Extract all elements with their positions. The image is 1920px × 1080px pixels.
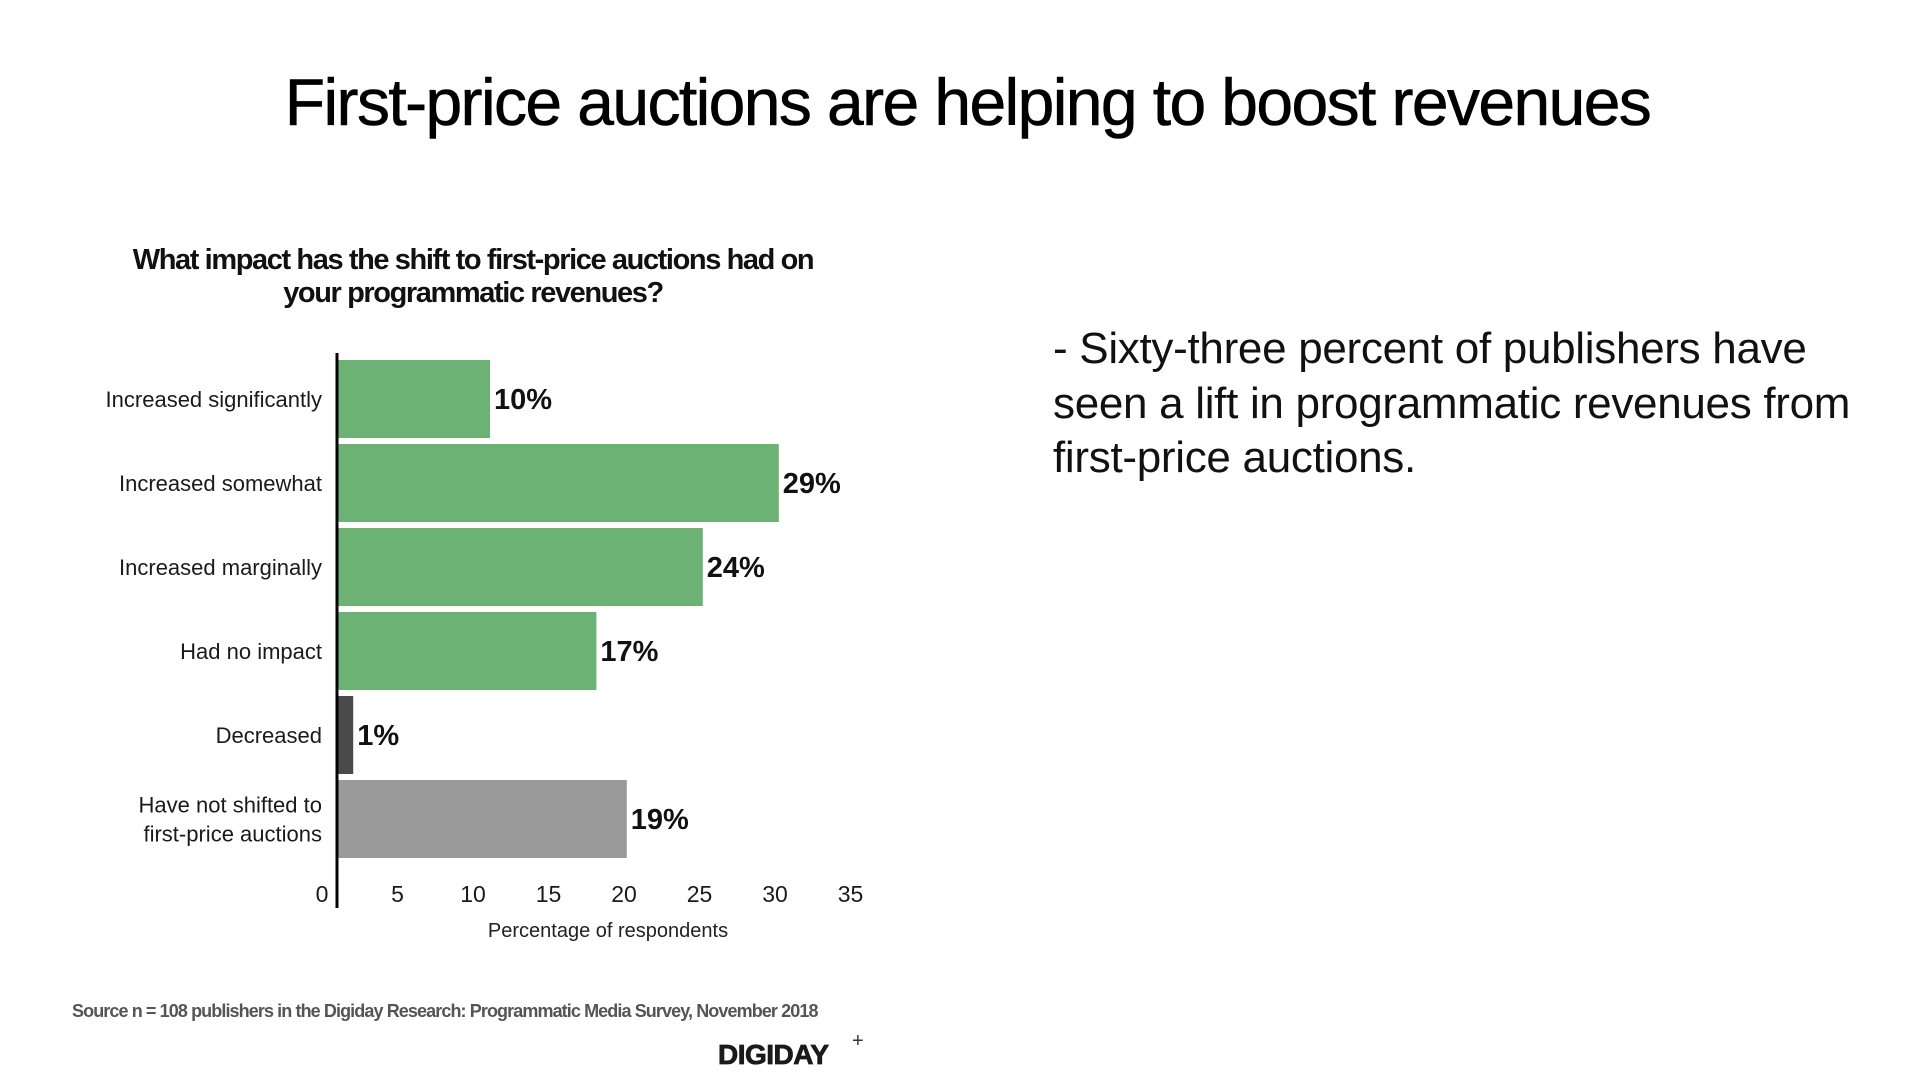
x-tick-label: 25 (687, 881, 713, 907)
chart-title: What impact has the shift to first-price… (88, 244, 858, 310)
value-label: 24% (707, 552, 765, 584)
logo-plus-icon: + (852, 1030, 864, 1052)
x-tick-label: 20 (611, 881, 637, 907)
bar-4 (338, 696, 354, 774)
x-tick-label: 35 (838, 881, 864, 907)
value-label: 10% (494, 384, 552, 416)
source-note: Source n = 108 publishers in the Digiday… (72, 1001, 818, 1021)
bar-5 (338, 780, 627, 858)
category-label: first-price auctions (143, 822, 322, 847)
value-label: 17% (600, 636, 658, 668)
category-label: Have not shifted to (139, 793, 322, 818)
digiday-logo: DIGIDAY (718, 1039, 830, 1070)
bar-1 (338, 444, 779, 522)
x-tick-label: 0 (316, 881, 329, 907)
value-label: 1% (357, 720, 399, 752)
chart-title-line-1: What impact has the shift to first-price… (132, 244, 815, 276)
value-label: 19% (631, 804, 689, 836)
x-tick-label: 15 (536, 881, 562, 907)
bullet-text: - Sixty-three percent of publishers have… (1053, 324, 1851, 482)
category-label: Increased significantly (106, 387, 322, 412)
bar-0 (338, 360, 490, 438)
category-label: Had no impact (180, 639, 322, 664)
bar-2 (338, 528, 703, 606)
category-label: Increased somewhat (119, 471, 322, 496)
x-tick-label: 30 (762, 881, 788, 907)
x-tick-label: 5 (391, 881, 404, 907)
chart-title-line-2: your programmatic revenues? (283, 277, 664, 309)
x-axis-label: Percentage of respondents (488, 920, 728, 942)
value-label: 29% (783, 468, 841, 500)
x-tick-label: 10 (460, 881, 486, 907)
category-label: Increased marginally (119, 555, 322, 580)
slide-title: First-price auctions are helping to boos… (284, 65, 1652, 140)
bar-3 (338, 612, 597, 690)
category-label: Decreased (216, 723, 322, 748)
